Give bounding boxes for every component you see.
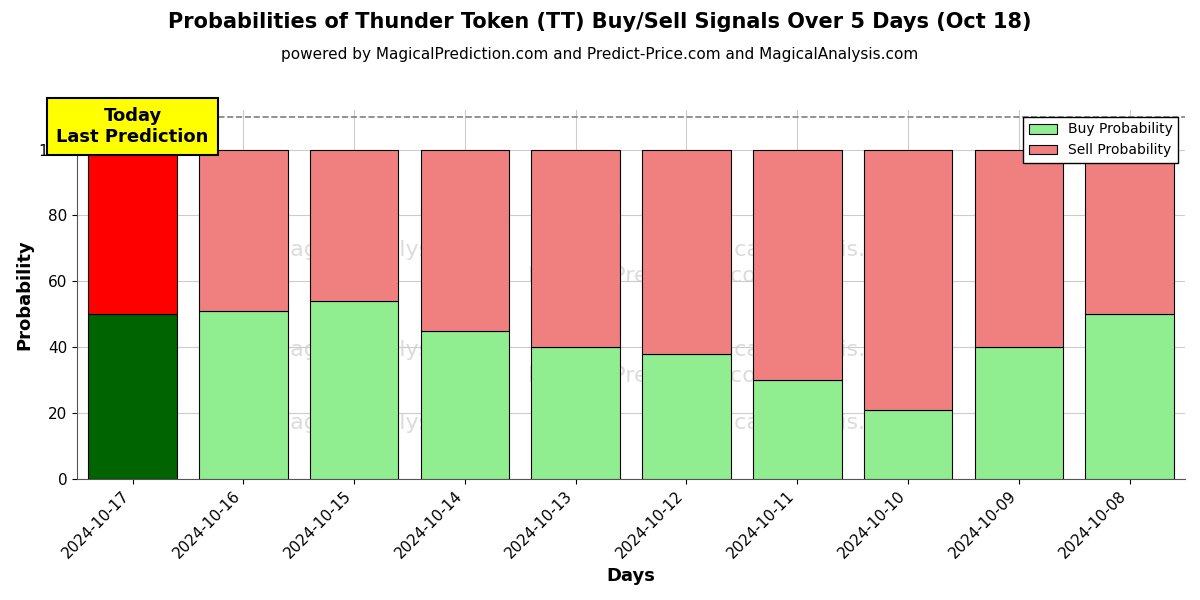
Bar: [1085, 149, 1174, 314]
Text: MagicalAnalysis.com: MagicalAnalysis.com: [271, 340, 503, 360]
Bar: [864, 149, 953, 410]
Text: Probabilities of Thunder Token (TT) Buy/Sell Signals Over 5 Days (Oct 18): Probabilities of Thunder Token (TT) Buy/…: [168, 12, 1032, 32]
Bar: [310, 301, 398, 479]
Bar: [199, 311, 288, 479]
Text: MagicalAnalysis.com: MagicalAnalysis.com: [271, 413, 503, 433]
Bar: [199, 149, 288, 311]
Text: MagicalAnalysis.com: MagicalAnalysis.com: [682, 340, 913, 360]
Text: MagicalAnalysis.com: MagicalAnalysis.com: [682, 240, 913, 260]
Text: MagicalPrediction.com: MagicalPrediction.com: [528, 266, 779, 286]
Bar: [974, 347, 1063, 479]
Text: MagicalAnalysis.com: MagicalAnalysis.com: [682, 413, 913, 433]
Bar: [532, 149, 620, 347]
Bar: [864, 410, 953, 479]
Bar: [1085, 314, 1174, 479]
Bar: [642, 353, 731, 479]
Bar: [642, 149, 731, 353]
Bar: [420, 331, 509, 479]
Bar: [310, 149, 398, 301]
Bar: [752, 149, 841, 380]
Bar: [752, 380, 841, 479]
Bar: [420, 149, 509, 331]
Bar: [89, 314, 176, 479]
Bar: [89, 149, 176, 314]
Y-axis label: Probability: Probability: [14, 239, 32, 350]
X-axis label: Days: Days: [607, 567, 655, 585]
Text: powered by MagicalPrediction.com and Predict-Price.com and MagicalAnalysis.com: powered by MagicalPrediction.com and Pre…: [281, 47, 919, 62]
Bar: [532, 347, 620, 479]
Text: MagicalPrediction.com: MagicalPrediction.com: [528, 365, 779, 386]
Text: MagicalAnalysis.com: MagicalAnalysis.com: [271, 240, 503, 260]
Text: Today
Last Prediction: Today Last Prediction: [56, 107, 209, 146]
Legend: Buy Probability, Sell Probability: Buy Probability, Sell Probability: [1024, 117, 1178, 163]
Bar: [974, 149, 1063, 347]
